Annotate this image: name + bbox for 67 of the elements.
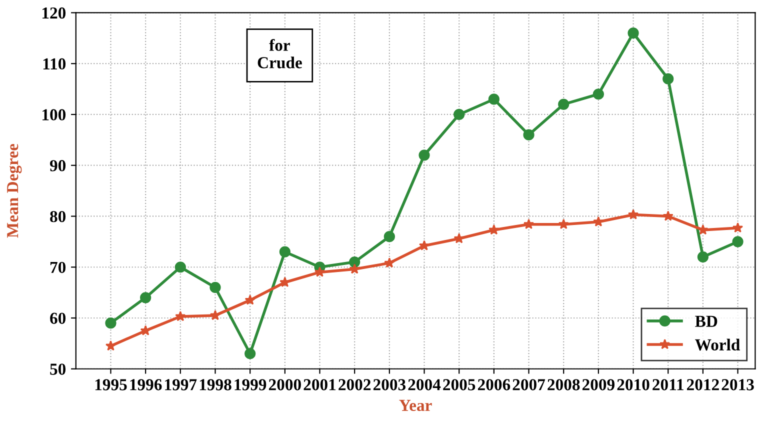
point (698, 224, 708, 235)
x-tick-label: 2006 (478, 379, 510, 390)
point (175, 310, 186, 322)
y-tick-label: 50 (50, 364, 66, 375)
point (732, 222, 744, 233)
point (558, 98, 570, 110)
point (697, 251, 709, 262)
x-tick-label: 2002 (338, 379, 371, 390)
annotation: for Crude (258, 39, 302, 68)
x-tick-label: 2010 (617, 379, 650, 390)
x-tick-label: 2007 (512, 379, 546, 390)
point (662, 210, 674, 221)
point (454, 108, 465, 120)
point (349, 264, 360, 274)
y-tick-label: 70 (50, 262, 66, 274)
point (105, 318, 116, 329)
point (418, 150, 430, 161)
x-tick-label: 2011 (652, 379, 684, 390)
x-tick-label: 2008 (548, 379, 580, 390)
point (105, 340, 116, 351)
point (523, 129, 534, 140)
y-axis-title: Mean Degree (7, 144, 22, 238)
point (174, 262, 186, 273)
point (244, 294, 256, 305)
point (488, 94, 500, 105)
y-tick-label: 100 (42, 109, 66, 120)
point (454, 233, 464, 244)
point (210, 310, 221, 320)
point (279, 246, 290, 258)
point (628, 28, 639, 39)
point (523, 218, 534, 230)
x-tick-label: 2000 (268, 379, 301, 390)
point (384, 231, 395, 242)
x-tick-label: 2005 (443, 379, 476, 390)
point (384, 257, 395, 268)
x-tick-label: 2001 (304, 379, 336, 390)
x-tick-label: 1995 (95, 379, 127, 390)
x-tick-label: 2012 (686, 379, 719, 390)
x-tick-label: 1999 (234, 379, 266, 390)
point (593, 216, 604, 226)
x-tick-label: 2003 (373, 379, 406, 390)
x-tick-label: 2009 (582, 379, 615, 390)
point (140, 325, 151, 336)
legend-label: World (695, 338, 740, 351)
x-tick-label: 1997 (165, 379, 197, 390)
x-tick-label: 1998 (200, 379, 232, 390)
point (592, 88, 604, 100)
y-tick-label: 60 (50, 312, 66, 324)
point (140, 292, 152, 304)
point (488, 224, 500, 235)
point (732, 236, 744, 248)
x-tick-label: 2004 (408, 379, 441, 390)
x-axis-title: Year (399, 400, 432, 411)
point (662, 73, 674, 84)
y-tick-label: 90 (50, 160, 66, 172)
x-tick-label: 1996 (130, 379, 162, 390)
point (244, 348, 256, 360)
point (558, 218, 569, 230)
y-tick-label: 110 (43, 58, 66, 70)
point (628, 209, 639, 220)
point (210, 282, 221, 294)
legend-label: BD (695, 316, 718, 327)
y-tick-label: 80 (50, 210, 66, 222)
y-tick-label: 120 (42, 7, 66, 19)
point (314, 266, 326, 277)
point (349, 256, 360, 268)
x-tick-label: 2013 (722, 379, 754, 390)
